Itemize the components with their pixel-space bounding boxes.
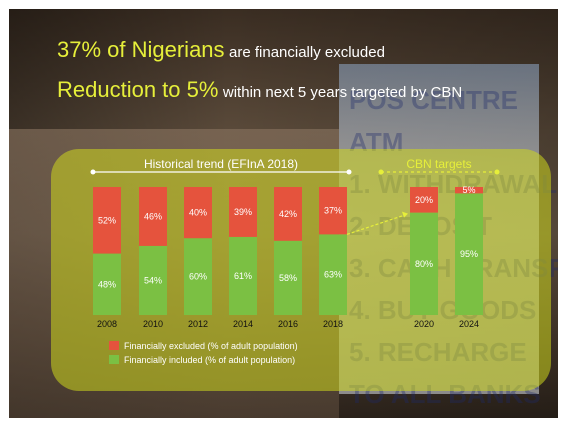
- x-tick-2020: 2020: [414, 319, 434, 329]
- label-excluded-2016: 42%: [279, 209, 297, 219]
- bar-included-2020: [410, 212, 438, 315]
- bar-included-2014: [229, 236, 257, 315]
- legend-swatch-included: [109, 355, 119, 364]
- x-tick-2010: 2010: [143, 319, 163, 329]
- headline-2-rest: within next 5 years targeted by CBN: [222, 84, 463, 101]
- label-included-2018: 63%: [324, 270, 342, 280]
- historical-bracket-end-dot: [346, 169, 352, 175]
- label-included-2020: 80%: [415, 259, 433, 269]
- bar-excluded-2014: [229, 187, 257, 237]
- bar-included-2018: [319, 234, 347, 315]
- bar-included-2016: [274, 240, 302, 315]
- financial-inclusion-chart: 48% 52% 2008 54% 46% 2010 60% 40% 2012 61% 39% 2014…: [90, 157, 500, 365]
- slide: POS CENTRE ATM 1. WITHDRAWAL 2. DEPOSIT …: [9, 9, 558, 418]
- bar-excluded-2016: [274, 187, 302, 241]
- label-included-2012: 60%: [189, 272, 207, 282]
- historical-group-title: Historical trend (EFInA 2018): [144, 157, 298, 171]
- x-tick-2014: 2014: [233, 319, 253, 329]
- label-included-2024: 95%: [460, 249, 478, 259]
- bar-excluded-2018: [319, 187, 347, 235]
- x-tick-2012: 2012: [188, 319, 208, 329]
- x-tick-2016: 2016: [278, 319, 298, 329]
- label-excluded-2018: 37%: [324, 206, 342, 216]
- label-excluded-2010: 46%: [144, 211, 162, 221]
- label-excluded-2012: 40%: [189, 208, 207, 218]
- trend-arrow-line: [346, 214, 407, 235]
- label-included-2014: 61%: [234, 271, 252, 281]
- bar-included-2012: [184, 238, 212, 315]
- headline-2-emphasis: Reduction to 5%: [57, 77, 219, 102]
- targets-bracket-start-dot: [378, 169, 384, 175]
- trend-arrow-head: [402, 211, 408, 218]
- label-excluded-2020: 20%: [415, 195, 433, 205]
- bar-included-2024: [455, 193, 483, 315]
- bar-included-2010: [139, 245, 167, 315]
- legend-swatch-excluded: [109, 341, 119, 350]
- label-excluded-2024: 5%: [462, 185, 475, 195]
- label-excluded-2014: 39%: [234, 207, 252, 217]
- headline-1-rest: are financially excluded: [229, 44, 385, 61]
- targets-bracket-end-dot: [494, 169, 500, 175]
- label-included-2016: 58%: [279, 273, 297, 283]
- x-tick-2008: 2008: [97, 319, 117, 329]
- headline-1-emphasis: 37% of Nigerians: [57, 37, 225, 62]
- headline-line-2: Reduction to 5% within next 5 years targ…: [57, 77, 462, 103]
- legend-label-excluded: Financially excluded (% of adult populat…: [124, 341, 298, 351]
- bar-excluded-2024: [455, 187, 483, 194]
- x-tick-2018: 2018: [323, 319, 343, 329]
- legend-label-included: Financially included (% of adult populat…: [124, 355, 295, 365]
- historical-bracket-start-dot: [90, 169, 96, 175]
- x-tick-2024: 2024: [459, 319, 479, 329]
- targets-group-title: CBN targets: [406, 157, 471, 171]
- bar-excluded-2012: [184, 187, 212, 239]
- label-excluded-2008: 52%: [98, 215, 116, 225]
- bar-excluded-2008: [93, 187, 121, 254]
- headline-line-1: 37% of Nigerians are financially exclude…: [57, 37, 385, 63]
- bar-excluded-2020: [410, 187, 438, 213]
- label-included-2010: 54%: [144, 275, 162, 285]
- bar-included-2008: [93, 253, 121, 315]
- label-included-2008: 48%: [98, 279, 116, 289]
- bar-excluded-2010: [139, 187, 167, 246]
